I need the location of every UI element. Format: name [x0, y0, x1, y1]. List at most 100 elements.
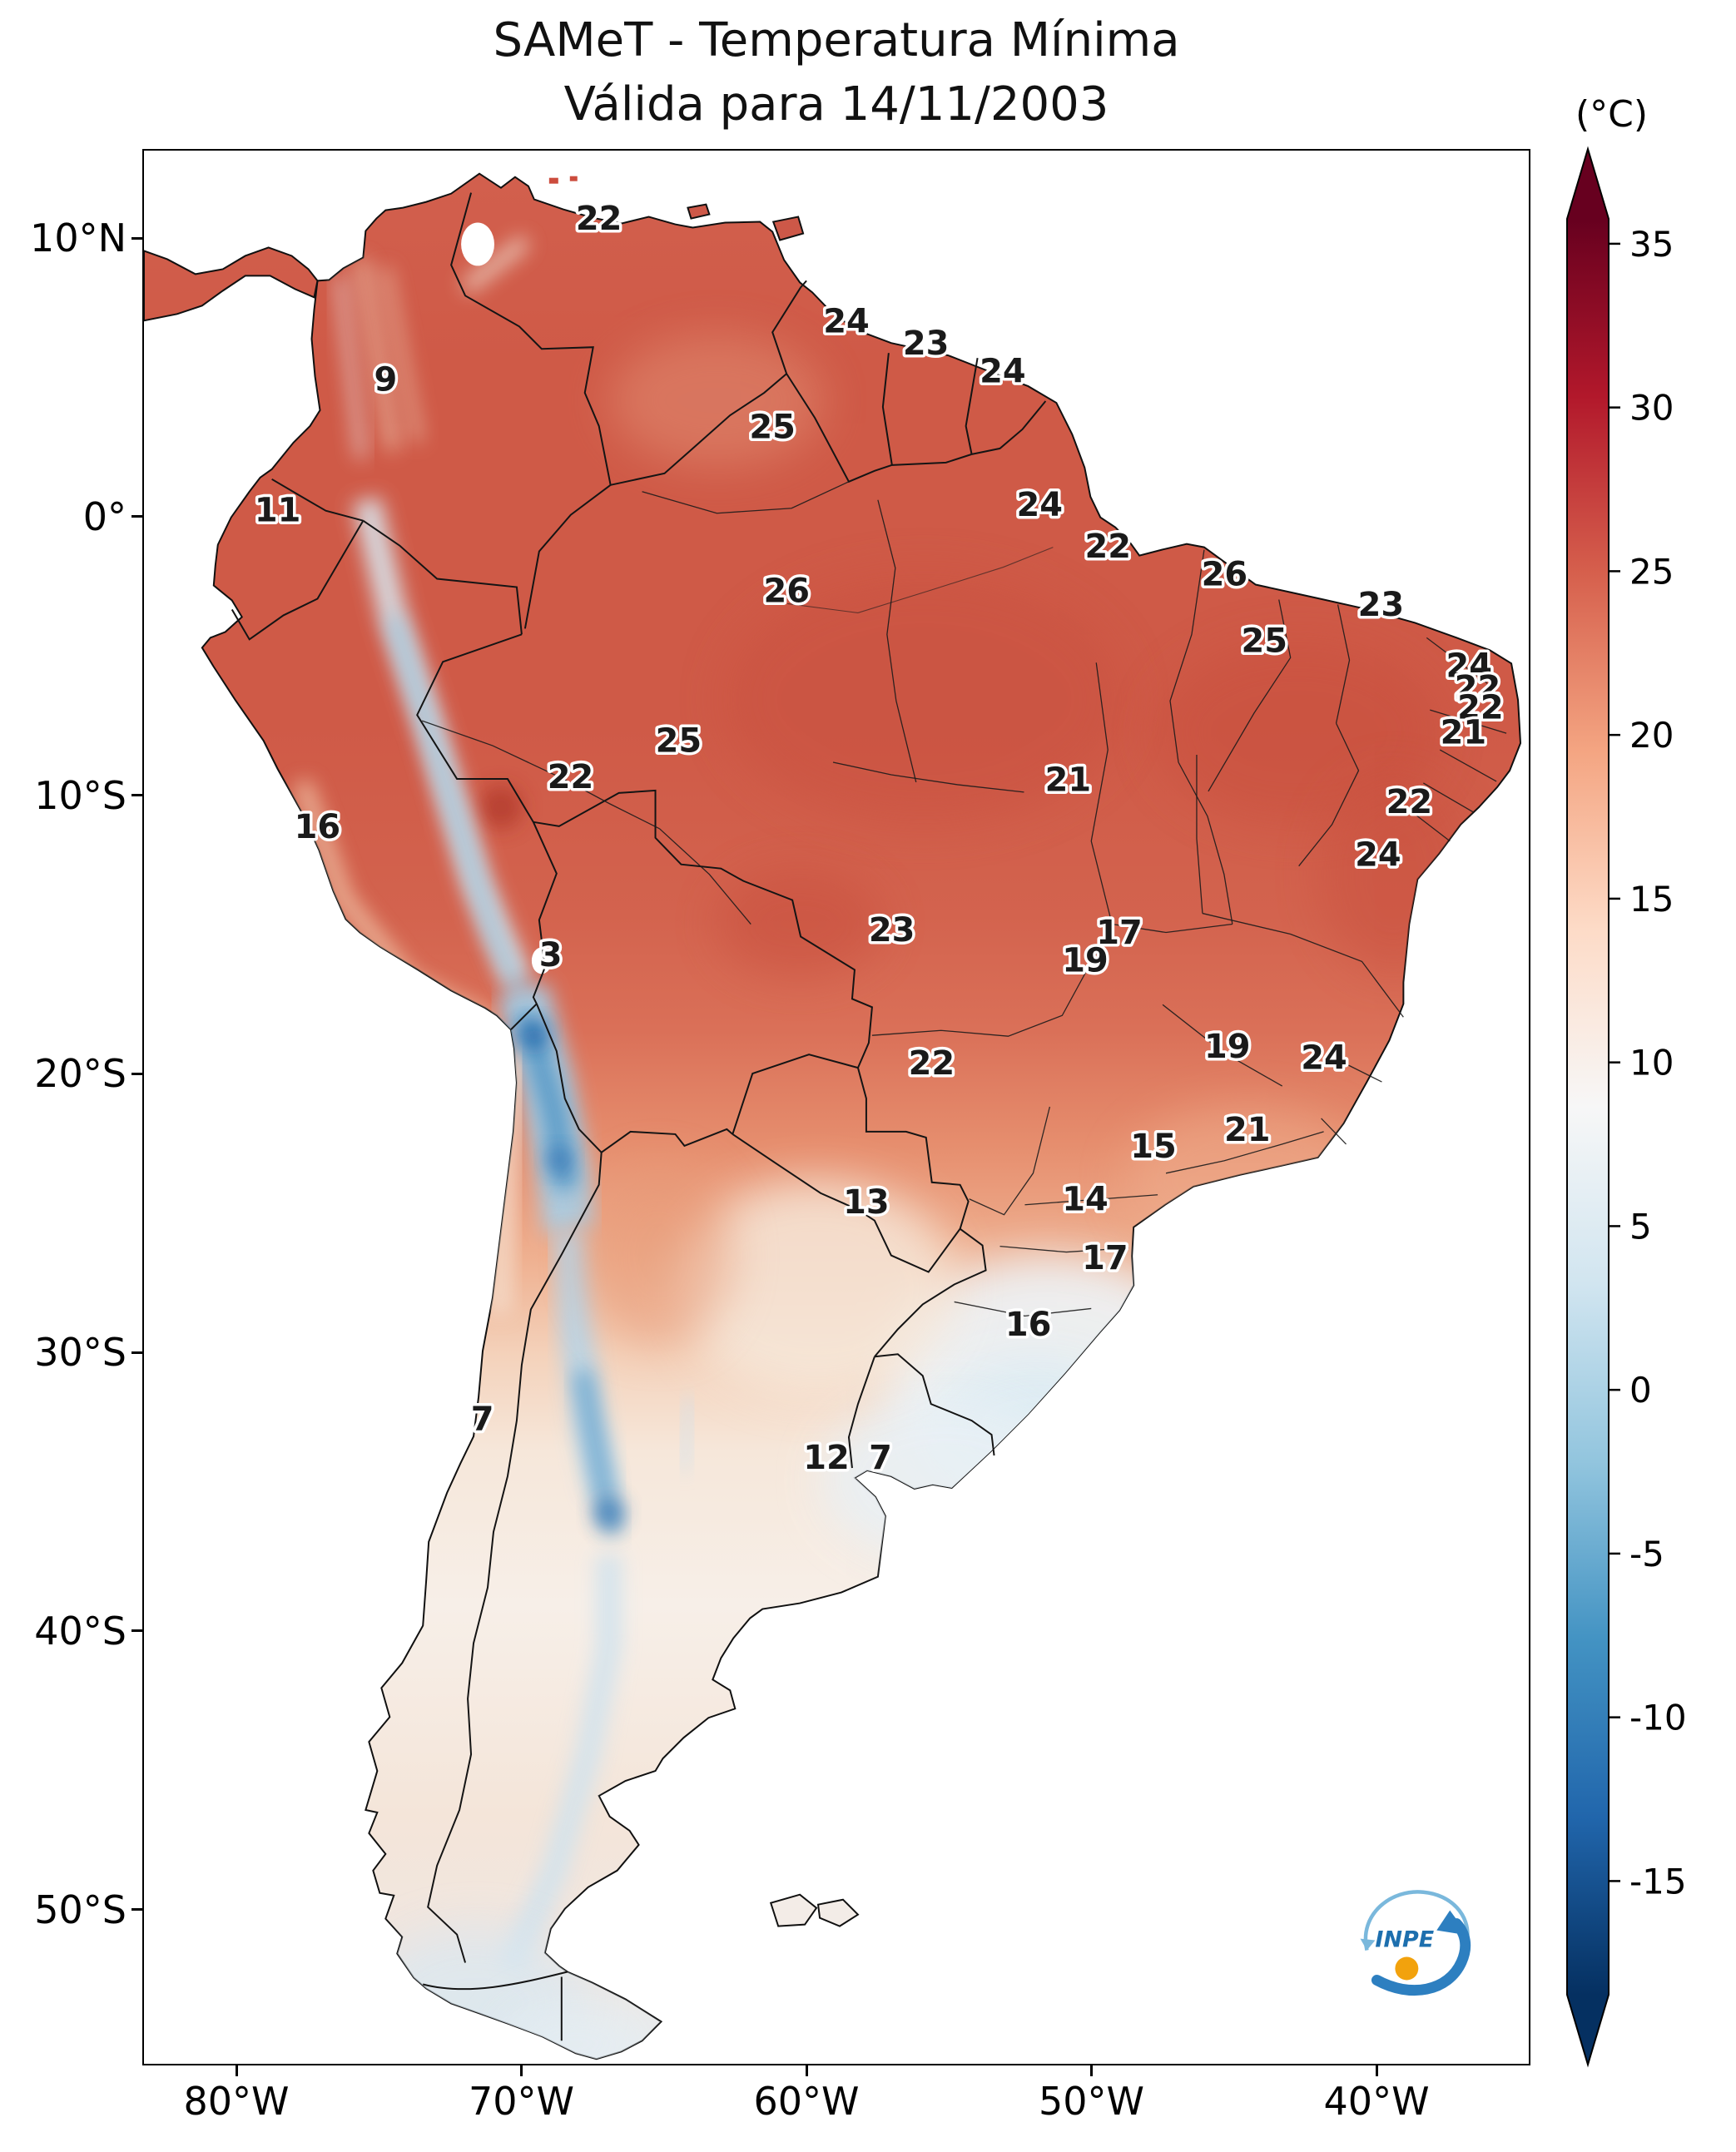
colorbar-tick-label: 10: [1629, 1043, 1674, 1083]
colorbar-bar: [1566, 146, 1610, 2068]
inpe-logo-text: INPE: [1375, 1927, 1434, 1953]
state-borders: [421, 481, 1507, 1317]
lake-titicaca: [531, 947, 552, 974]
y-axis-tick-label: 10°N: [30, 216, 126, 261]
panama-landmass: [144, 246, 319, 322]
temperature-label: 3: [539, 936, 563, 974]
y-axis-tick-mark: [131, 236, 142, 240]
temperature-label: 25: [749, 408, 796, 446]
temperature-label: 22: [1455, 669, 1501, 707]
temperature-label: 17: [1096, 914, 1143, 952]
colorbar-tick-label: 5: [1629, 1206, 1652, 1247]
temperature-label: 22: [909, 1044, 955, 1083]
temperature-label: 23: [869, 911, 915, 950]
temperature-label: 7: [471, 1400, 494, 1438]
temperature-label: 21: [1045, 761, 1092, 799]
temperature-label: 22: [548, 758, 594, 796]
y-axis-tick-mark: [131, 515, 142, 518]
y-axis-tick-label: 20°S: [34, 1051, 126, 1097]
y-axis-tick-label: 50°S: [34, 1887, 126, 1932]
y-axis-tick-mark: [131, 1629, 142, 1633]
temperature-label: 25: [1242, 622, 1288, 660]
x-axis-tick-mark: [1090, 2065, 1094, 2076]
colorbar-tick-label: -5: [1629, 1534, 1664, 1574]
temperature-label: 21: [1224, 1111, 1271, 1149]
colorbar-tick-label: 25: [1629, 551, 1674, 592]
temperature-label: 15: [1130, 1128, 1177, 1166]
map-plot-frame: INPE 22 24 23 24 9 25 11 24 22 26 26 23 25 24 22 22 21 22…: [142, 149, 1530, 2065]
trinidad-island: [771, 216, 805, 241]
plot-title-line2: Válida para 14/11/2003: [563, 77, 1109, 132]
temperature-label: 22: [576, 200, 622, 238]
inpe-logo-swirl: [1363, 1890, 1470, 1951]
x-axis-tick-label: 40°W: [1323, 2079, 1430, 2124]
temperature-label: 22: [1085, 528, 1132, 566]
y-axis-tick-label: 10°S: [34, 772, 126, 818]
temperature-label: 24: [823, 302, 870, 340]
temperature-label: 19: [1062, 941, 1109, 979]
temperature-label: 24: [1301, 1039, 1347, 1077]
y-axis-tick-label: 30°S: [34, 1330, 126, 1376]
temperature-label: 23: [903, 325, 950, 363]
colorbar-svg: 35 30 25 20 15 10 5 0 -5 -10 -15: [1566, 146, 1687, 2068]
temperature-label: 22: [1457, 689, 1504, 727]
temperature-label: 16: [295, 808, 341, 846]
temperature-label: 11: [255, 491, 301, 529]
colorbar-tick-label: 30: [1629, 388, 1674, 429]
y-axis-tick-label: 40°S: [34, 1608, 126, 1654]
temperature-label: 24: [1017, 486, 1064, 524]
colorbar-unit-label: (°C): [1575, 93, 1649, 136]
landmass: [144, 172, 1522, 2060]
inpe-logo-orange-dot: [1395, 1956, 1419, 1981]
lake-maracaibo: [461, 222, 494, 266]
y-axis-tick-label: 0°: [82, 493, 126, 539]
temperature-label: 19: [1204, 1028, 1251, 1066]
caribbean-islet: [569, 176, 578, 181]
x-axis-tick-label: 80°W: [183, 2079, 290, 2124]
x-axis-tick-mark: [235, 2065, 238, 2076]
plot-title-line1: SAMeT - Temperatura Mínima: [493, 13, 1180, 67]
colorbar-ticks: 35 30 25 20 15 10 5 0 -5 -10 -15: [1609, 224, 1687, 1902]
temperature-label: 22: [1386, 783, 1433, 821]
colorbar-tick-label: 0: [1629, 1370, 1652, 1411]
colorbar-container: 35 30 25 20 15 10 5 0 -5 -10 -15: [1561, 141, 1736, 2080]
temperature-label: 12: [803, 1439, 850, 1477]
temperature-label: 26: [763, 572, 810, 610]
x-axis-tick-mark: [520, 2065, 523, 2076]
x-axis-tick-mark: [805, 2065, 808, 2076]
temperature-label: 26: [1202, 555, 1248, 593]
temperature-label: 23: [1358, 586, 1405, 624]
colorbar-tick-label: 20: [1629, 715, 1674, 756]
temperature-label: 21: [1441, 714, 1487, 752]
x-axis-tick-label: 70°W: [469, 2079, 575, 2124]
x-axis-tick-mark: [1375, 2065, 1378, 2076]
margarita-island: [687, 203, 711, 220]
colorbar-tick-label: 35: [1629, 224, 1674, 265]
y-axis-tick-mark: [131, 794, 142, 797]
temperature-label: 24: [1355, 836, 1401, 875]
temperature-label: 24: [1446, 647, 1493, 686]
inpe-logo-swirl-arrowhead: [1360, 1938, 1376, 1951]
y-axis-tick-mark: [131, 1908, 142, 1912]
x-axis-tick-label: 60°W: [753, 2079, 860, 2124]
falkland-island-west: [769, 1893, 818, 1927]
y-axis-tick-mark: [131, 1072, 142, 1075]
temperature-label: 14: [1062, 1181, 1109, 1219]
plot-title: SAMeT - Temperatura Mínima Válida para 1…: [142, 8, 1530, 137]
temperature-label: 25: [656, 722, 702, 761]
colorbar-tick-label: -15: [1629, 1861, 1687, 1902]
inpe-logo-arrowhead: [1436, 1910, 1469, 1936]
caribbean-islet: [548, 177, 558, 184]
inpe-logo-arrow: [1371, 1918, 1471, 1996]
x-axis-tick-label: 50°W: [1039, 2079, 1145, 2124]
inpe-logo: INPE: [1360, 1890, 1471, 1996]
temperature-label: 24: [980, 352, 1026, 390]
colorbar-tick-label: 15: [1629, 879, 1674, 920]
country-borders: [231, 192, 1047, 2041]
temperature-label: 17: [1082, 1239, 1128, 1277]
temperature-label: 7: [869, 1439, 892, 1477]
falkland-island-east: [816, 1898, 860, 1927]
